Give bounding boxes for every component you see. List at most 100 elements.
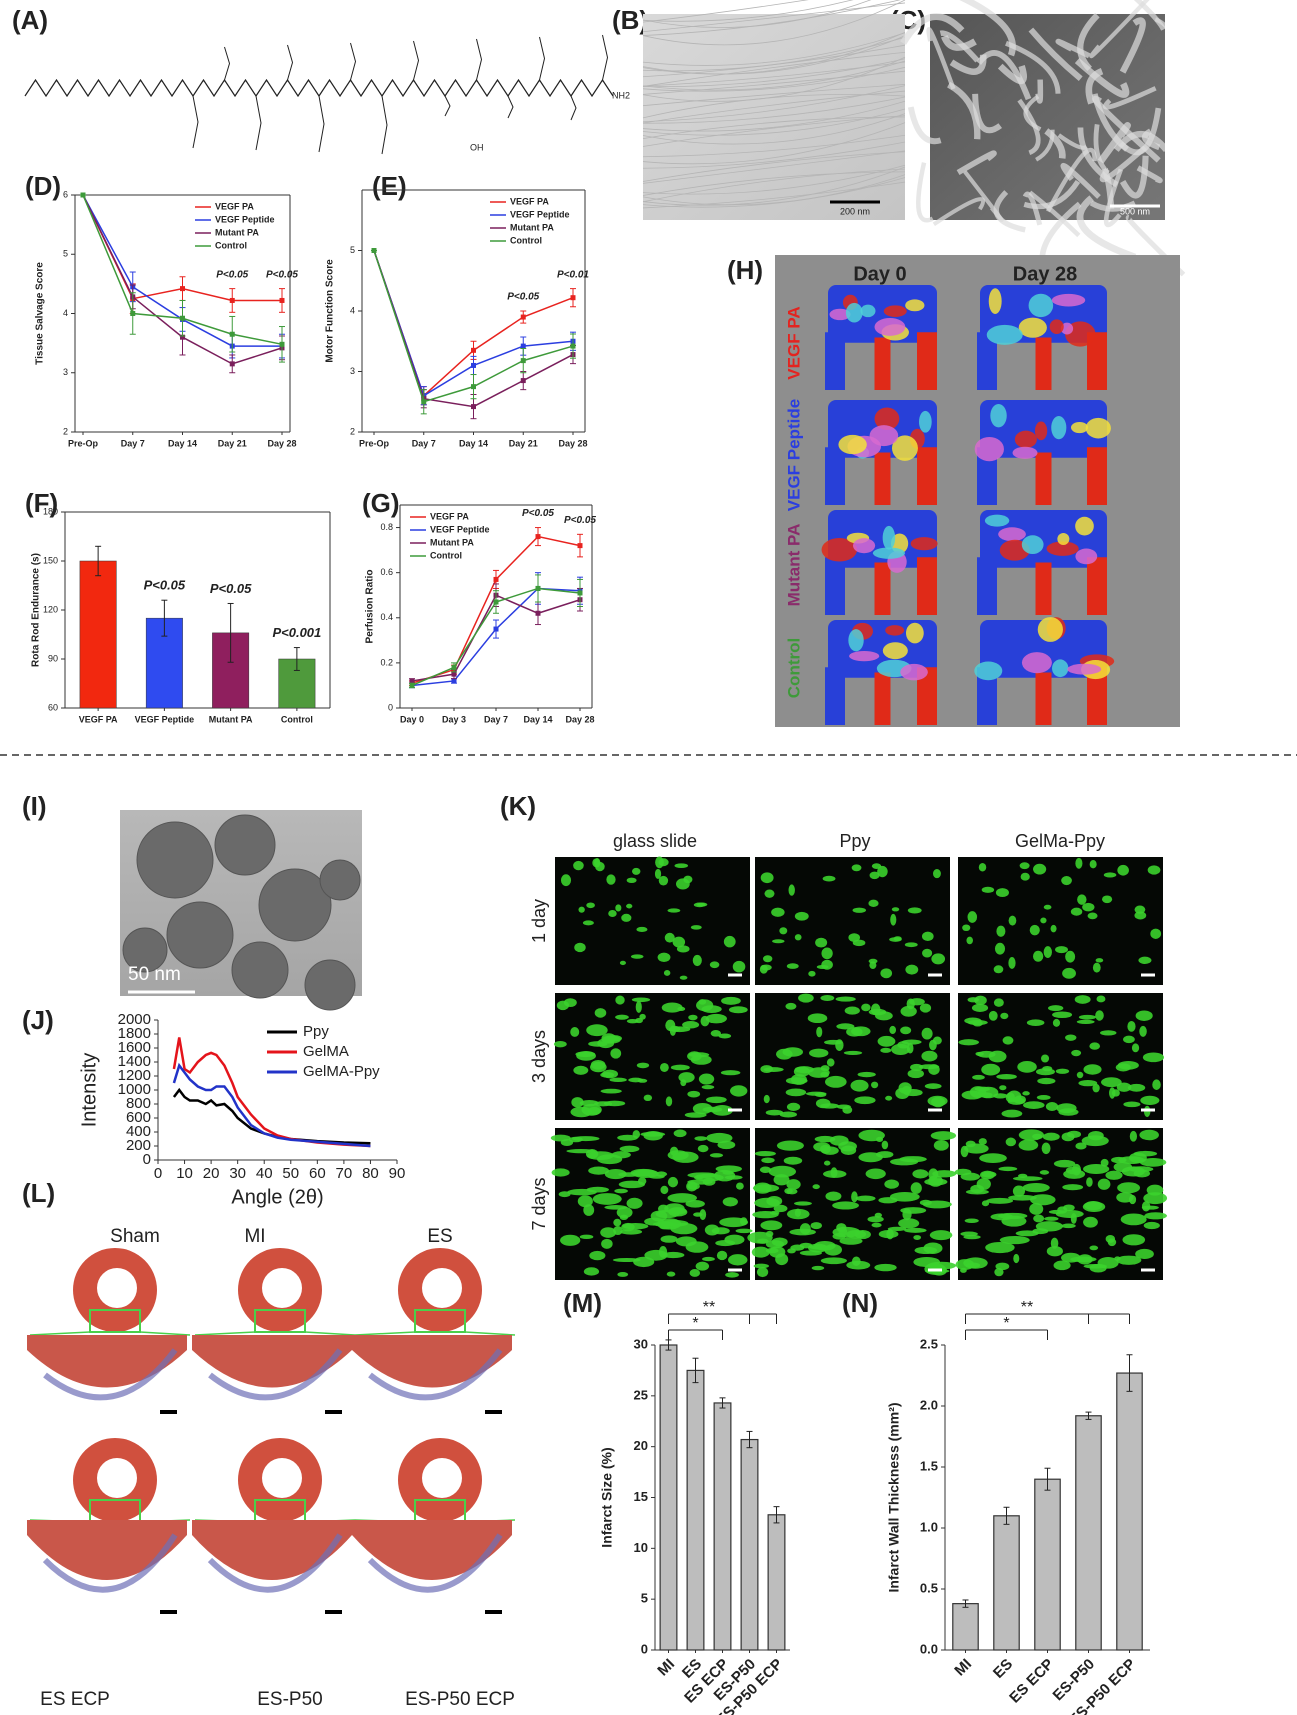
y-tick-label: 3 xyxy=(350,366,355,376)
y-tick-label: 2000 xyxy=(118,1011,151,1028)
leg xyxy=(1087,447,1107,505)
cell xyxy=(687,1051,702,1061)
fiber xyxy=(1119,17,1146,74)
hotspot xyxy=(986,324,1023,345)
hotspot xyxy=(1051,415,1067,440)
particle xyxy=(319,859,361,901)
point-marker xyxy=(471,404,476,410)
side-chain xyxy=(476,38,483,81)
legend-label: VEGF Peptide xyxy=(215,214,275,224)
cell xyxy=(835,996,856,1002)
x-tick-label: 50 xyxy=(282,1165,299,1182)
cell xyxy=(1127,1020,1136,1032)
cell xyxy=(1131,1043,1140,1053)
cell xyxy=(665,1096,673,1107)
side-chain xyxy=(318,95,325,153)
cell xyxy=(556,1000,570,1011)
hotspot xyxy=(1051,293,1086,307)
cell xyxy=(604,1168,627,1180)
texture xyxy=(642,166,906,206)
cell xyxy=(735,1228,753,1234)
cell xyxy=(784,1187,793,1195)
bar xyxy=(993,1515,1020,1651)
cell xyxy=(711,1105,733,1116)
cell xyxy=(846,1260,871,1270)
cell xyxy=(996,1074,1017,1080)
panel-label: (A) xyxy=(12,5,48,35)
fiber xyxy=(1097,122,1131,164)
hotspot xyxy=(872,547,906,559)
cell xyxy=(664,1203,685,1214)
cell xyxy=(1062,967,1076,979)
cell xyxy=(868,899,879,908)
perfusion-image xyxy=(977,510,1107,615)
cell xyxy=(1143,1192,1168,1205)
texture xyxy=(642,94,906,119)
texture xyxy=(642,122,906,165)
cell xyxy=(988,1050,1007,1063)
cell xyxy=(1005,1137,1017,1147)
cell xyxy=(1139,1157,1167,1167)
point-marker xyxy=(520,314,526,320)
cell xyxy=(1116,1192,1134,1203)
y-tick-label: 180 xyxy=(43,506,58,516)
cell xyxy=(632,1130,641,1139)
fiber xyxy=(1028,190,1081,238)
y-tick-label: 1000 xyxy=(118,1081,151,1098)
zoom-line xyxy=(464,1331,516,1336)
point-marker xyxy=(80,192,86,198)
fibrosis xyxy=(43,1348,178,1401)
hotspot xyxy=(990,404,1007,428)
cell xyxy=(1026,1019,1045,1026)
fiber xyxy=(956,150,997,176)
cell xyxy=(720,1070,741,1076)
cell xyxy=(583,1267,600,1276)
fiber xyxy=(1118,107,1162,156)
cell xyxy=(765,1109,784,1116)
texture xyxy=(642,2,906,33)
tissue-zoom xyxy=(352,1520,512,1580)
cell xyxy=(674,863,689,869)
y-tick-label: 2.0 xyxy=(920,1397,938,1412)
cell xyxy=(1075,1142,1087,1150)
cell xyxy=(567,1188,597,1196)
tail xyxy=(874,337,891,390)
cell xyxy=(1061,1223,1076,1229)
bar xyxy=(686,1369,705,1651)
cell xyxy=(1042,1132,1060,1141)
cell xyxy=(993,965,1004,974)
cell xyxy=(619,1214,628,1221)
fiber xyxy=(907,106,942,145)
cell xyxy=(600,1072,615,1078)
cell xyxy=(786,963,799,969)
fibrosis xyxy=(367,1533,503,1593)
legend-label: VEGF Peptide xyxy=(430,524,490,534)
cell xyxy=(974,995,987,1006)
fiber xyxy=(932,197,986,227)
cell xyxy=(1001,1109,1023,1118)
l-label: MI xyxy=(244,1226,265,1247)
hotspot xyxy=(1067,663,1102,675)
significance: * xyxy=(692,1315,698,1332)
fiber xyxy=(1035,79,1044,104)
y-axis-label: Intensity xyxy=(78,1053,100,1127)
cell xyxy=(588,1041,608,1047)
cell xyxy=(672,936,686,948)
cell xyxy=(1046,1246,1063,1257)
texture xyxy=(642,113,906,145)
cell xyxy=(893,936,902,941)
panel-label: (M) xyxy=(563,1288,602,1318)
panel-label: (I) xyxy=(22,791,47,821)
cell xyxy=(756,1266,769,1278)
leg xyxy=(825,667,845,725)
texture xyxy=(642,84,906,107)
cell xyxy=(994,942,1006,955)
y-tick-label: 600 xyxy=(126,1109,151,1126)
annotation: P<0.001 xyxy=(272,625,321,640)
cell xyxy=(757,1238,769,1244)
cell xyxy=(900,1207,927,1214)
cell xyxy=(794,1208,801,1217)
cell xyxy=(588,1166,610,1175)
cell xyxy=(636,926,648,933)
bar xyxy=(740,1438,759,1651)
